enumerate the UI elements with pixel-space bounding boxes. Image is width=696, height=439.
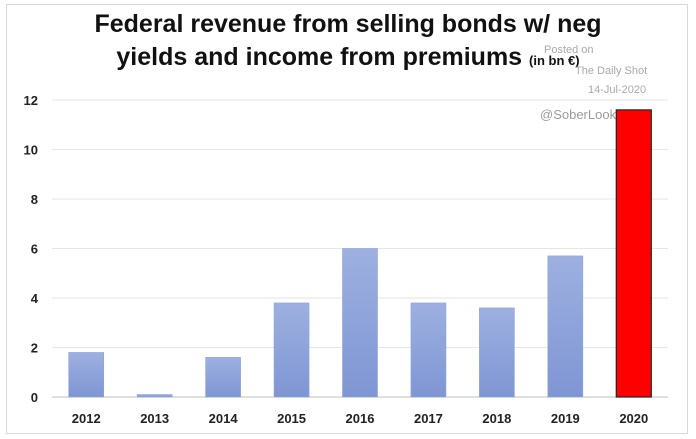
y-tick-label: 10 <box>24 143 38 158</box>
bar-2019 <box>547 255 584 398</box>
y-tick-label: 4 <box>31 291 39 306</box>
watermark-date: 14-Jul-2020 <box>588 84 647 96</box>
bar-2012 <box>68 352 105 398</box>
bar-2015 <box>273 302 310 398</box>
x-tick-label: 2019 <box>551 411 580 426</box>
x-tick-label: 2020 <box>619 411 648 426</box>
y-tick-label: 6 <box>31 242 38 257</box>
units-label: (in bn €) <box>529 53 580 68</box>
bar-2013 <box>136 394 173 398</box>
y-tick-label: 0 <box>31 390 38 405</box>
watermark-source: The Daily Shot <box>575 65 648 77</box>
x-tick-label: 2017 <box>414 411 443 426</box>
watermark-handle: @SoberLook <box>540 107 617 122</box>
title-line-2: yields and income from premiums <box>116 43 523 71</box>
y-tick-label: 8 <box>31 192 38 207</box>
x-tick-label: 2012 <box>72 411 101 426</box>
bar-2014 <box>205 357 241 398</box>
y-tick-label: 2 <box>31 341 38 356</box>
x-tick-label: 2013 <box>140 411 169 426</box>
watermark-posted: Posted on <box>544 44 594 56</box>
bar-2018 <box>479 307 515 398</box>
bar-2016 <box>342 248 378 398</box>
x-tick-labels: 2012 2013 2014 2015 2016 2017 2018 2019 2020 <box>72 411 648 426</box>
y-tick-label: 12 <box>24 93 38 108</box>
bar-2017 <box>410 302 447 398</box>
x-tick-label: 2018 <box>482 411 511 426</box>
y-tick-labels: 0 2 4 6 8 10 12 <box>24 93 39 405</box>
title-line-1: Federal revenue from selling bonds w/ ne… <box>94 10 602 38</box>
bars <box>68 109 652 398</box>
x-tick-label: 2014 <box>209 411 239 426</box>
x-tick-label: 2016 <box>346 411 375 426</box>
chart-title: Federal revenue from selling bonds w/ ne… <box>0 8 696 77</box>
bar-2020 <box>615 109 652 398</box>
x-tick-label: 2015 <box>277 411 306 426</box>
